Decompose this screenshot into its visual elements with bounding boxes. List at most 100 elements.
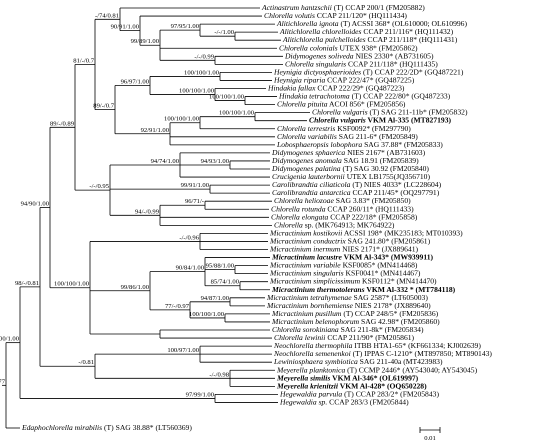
- support-value: 89/-/0.89: [50, 120, 75, 127]
- taxon-name: Chlorella variabilis: [277, 132, 337, 141]
- strain: ITBB HTA1-65* (KF661334; KJ002639): [354, 341, 481, 350]
- taxon-label: Chlorella colonials UTEX 938* (FM205862): [279, 43, 418, 52]
- taxon-label: Micractinium tetrahymenae SAG 2587* (LT6…: [266, 293, 428, 302]
- strain: (T) IPPAS C-1210* (MT897850; MT890143): [353, 349, 493, 358]
- taxon-label: Neochlorella semenenkoi (T) IPPAS C-1210…: [273, 349, 492, 358]
- strain: ACOI 856* (FM205856): [329, 99, 406, 108]
- taxon-label: Edaphochlorella mirabilis (T) SAG 38.88*…: [21, 423, 192, 432]
- taxon-name: Micractinium thermotolerans: [271, 285, 365, 294]
- support-value: 77/-/0.97: [165, 303, 190, 310]
- strain: CCAP 211/45* (OQ297791): [352, 188, 439, 197]
- strain: SAG 2587* (LT605003): [353, 293, 428, 302]
- taxon-label: Neochlorella thermophila ITBB HTA1-65* (…: [273, 341, 481, 350]
- support-value: 89/-/0.7: [93, 103, 114, 110]
- strain: CCAP 283/3 (FM205844): [329, 397, 409, 406]
- taxon-label: Hegewaldia sp. CCAP 283/3 (FM205844): [279, 397, 409, 406]
- taxon-label: Micractinium belenophorum SAG 42.98* (FM…: [271, 317, 440, 326]
- taxon-label: Heynigia riparia CCAP 222/47* (GQ487225): [273, 75, 415, 84]
- support-value: 100/100/1.00: [54, 281, 90, 288]
- support-value: -/-/0.96: [179, 234, 199, 241]
- support-value: 99/89/1.00: [131, 38, 160, 45]
- support-value: 97/99/1.00: [186, 391, 215, 398]
- strain: (T) CCAP 222/2D* (GQ487221): [363, 67, 464, 76]
- support-value: 100/100/1.00: [189, 311, 225, 318]
- strain: KSF0112* (MN414470): [362, 276, 437, 285]
- support-value: 100/100/1.00: [184, 69, 220, 76]
- taxon-label: Chlorella singularis CCAP 211/118* (HQ11…: [285, 59, 438, 68]
- strain: (T) CCAP 283/2* (FM205843): [344, 389, 439, 398]
- strain: CCAP 211/120* (HQ111434): [317, 11, 407, 20]
- taxon-name: Neochlorella thermophila: [273, 341, 353, 350]
- strain: CCAP 211/118* (HQ111435): [348, 59, 438, 68]
- strain: CCAP 260/11* (HQ111433): [327, 204, 414, 213]
- taxon-label: Meyerella planktonica (T) CCMP 2446* (AY…: [276, 365, 478, 374]
- support-value: 90/84/1.00: [176, 265, 205, 272]
- support-value: 94/87/1.00: [201, 295, 230, 302]
- taxon-name: Chlorella heliozoae: [274, 196, 334, 205]
- support-value: 96/97/1.00: [121, 78, 150, 85]
- taxon-name: Alitichlorella ignota: [276, 19, 339, 28]
- strain: VKM Al-332 * (MT784118): [366, 285, 455, 294]
- strain: (T) CCMP 2446* (AY543040; AY543045): [347, 365, 477, 374]
- strain: (T) SAG 30.92 (FM205840): [342, 164, 429, 173]
- taxon-name: Chlorella: [274, 220, 303, 229]
- support-value: 100/100/1.00: [164, 116, 200, 123]
- taxon-name: Carolibrandtia ciliaticola: [272, 180, 351, 189]
- strain: NIES 2330* (AB731605): [355, 51, 434, 60]
- support-value: 92/91/1.00: [141, 127, 170, 134]
- support-value: -/-/0.98: [209, 371, 229, 378]
- support-value: -/-/1.00: [214, 29, 234, 36]
- strain: ACSSI 198* (MK235183; MT010393): [344, 228, 463, 237]
- taxon-name: Micractinium variabile: [269, 260, 341, 269]
- support-value: -/0.81: [78, 359, 94, 366]
- strain: (T) ACSSI 368* (OL610000; OL610996): [340, 19, 467, 28]
- support-value: 100/100/1.00: [179, 88, 215, 95]
- taxon-label: Chlorella lewinii CCAP 211/90* (FM205861…: [274, 333, 415, 342]
- taxon-label: Lobosphaeropsis lobophora SAG 37.88* (FM…: [276, 140, 443, 149]
- strain: UTEX 938* (FM205862): [339, 43, 418, 52]
- strain: CCAP 211/116* (HQ111432): [363, 27, 453, 36]
- support-value: 95/88/1.00: [206, 263, 235, 270]
- taxon-name: Didymogenes soliveda: [284, 51, 354, 60]
- taxon-label: Chlorella sp. (MK764913; MK764922): [274, 220, 395, 229]
- taxon-label: Micractinium variabile KSF0085* (MN41446…: [269, 260, 418, 269]
- strain: KSF0085* (MN414468): [343, 260, 418, 269]
- taxon-label: Meyerella krienitzii VKM Al-428* (OQ6502…: [276, 381, 427, 390]
- strain: CCAP 211/118* (HQ111431): [368, 35, 458, 44]
- taxon-label: Alitichlorella pulchelloides CCAP 211/11…: [282, 35, 458, 44]
- taxon-name: Meyerella planktonica: [276, 365, 345, 374]
- taxon-label: Didymogenes anomala SAG 18.91 (FM205839): [271, 156, 419, 165]
- taxon-name: Didymogenes sphaerica: [271, 148, 345, 157]
- taxon-name: Chlorella rotunda: [271, 204, 326, 213]
- strain: UTEX LB1755(JQ356710): [347, 172, 431, 181]
- strain: NIES 2178* (JX889640): [355, 301, 431, 310]
- taxon-label: Chlorella heliozoae SAG 3.83* (FM205850): [274, 196, 411, 205]
- taxon-label: Chlorella vulgaris VKM Al-335 (MT827193): [309, 115, 452, 124]
- taxon-label: Meyerella similis VKM Al-346* (OL619997): [276, 373, 419, 382]
- taxon-name: Micractinium conductrix: [269, 236, 346, 245]
- taxon-label: Didymogenes sphaerica NIES 2167* (AB7316…: [271, 148, 426, 157]
- strain: sp. (MK764913; MK764922): [305, 220, 395, 229]
- taxon-name: Chlorella elongata: [271, 212, 329, 221]
- taxon-label: Didymogenes palatina (T) SAG 30.92 (FM20…: [271, 164, 429, 173]
- taxon-name: Heynigia dictyosphaerioides: [273, 67, 361, 76]
- strain: (T) CCAP 248/5* (FM205836): [343, 309, 438, 318]
- strain: VKM Al-335 (MT827193): [368, 115, 452, 124]
- taxon-name: Chlorella volutis: [264, 11, 315, 20]
- taxon-name: Micractinium tetrahymenae: [266, 293, 352, 302]
- taxon-name: Actinastrum hantzschii: [261, 3, 332, 12]
- taxon-name: Chlorella terrestris: [277, 124, 335, 133]
- support-value: 99/91/1.00: [181, 182, 210, 189]
- taxon-label: Micractinium pusillum (T) CCAP 248/5* (F…: [271, 309, 439, 318]
- strain: VKM Al-346* (OL619997): [332, 373, 419, 382]
- taxon-label: Alitichlorella chlorelloides CCAP 211/11…: [279, 27, 454, 36]
- support-value: 98/-/0.81: [15, 280, 39, 287]
- taxon-name: Carolibrandtia antarctica: [272, 188, 351, 197]
- taxon-name: Chlorella lewinii: [274, 333, 325, 342]
- taxon-name: Meyerella krienitzii: [276, 381, 339, 390]
- strain: SAG 3.83* (FM205850): [336, 196, 411, 205]
- strain: SAG 18.91 (FM205839): [344, 156, 419, 165]
- support-value: 100/97/1.00: [167, 347, 199, 354]
- strain: CCAP 211/90* (FM205861): [327, 333, 414, 342]
